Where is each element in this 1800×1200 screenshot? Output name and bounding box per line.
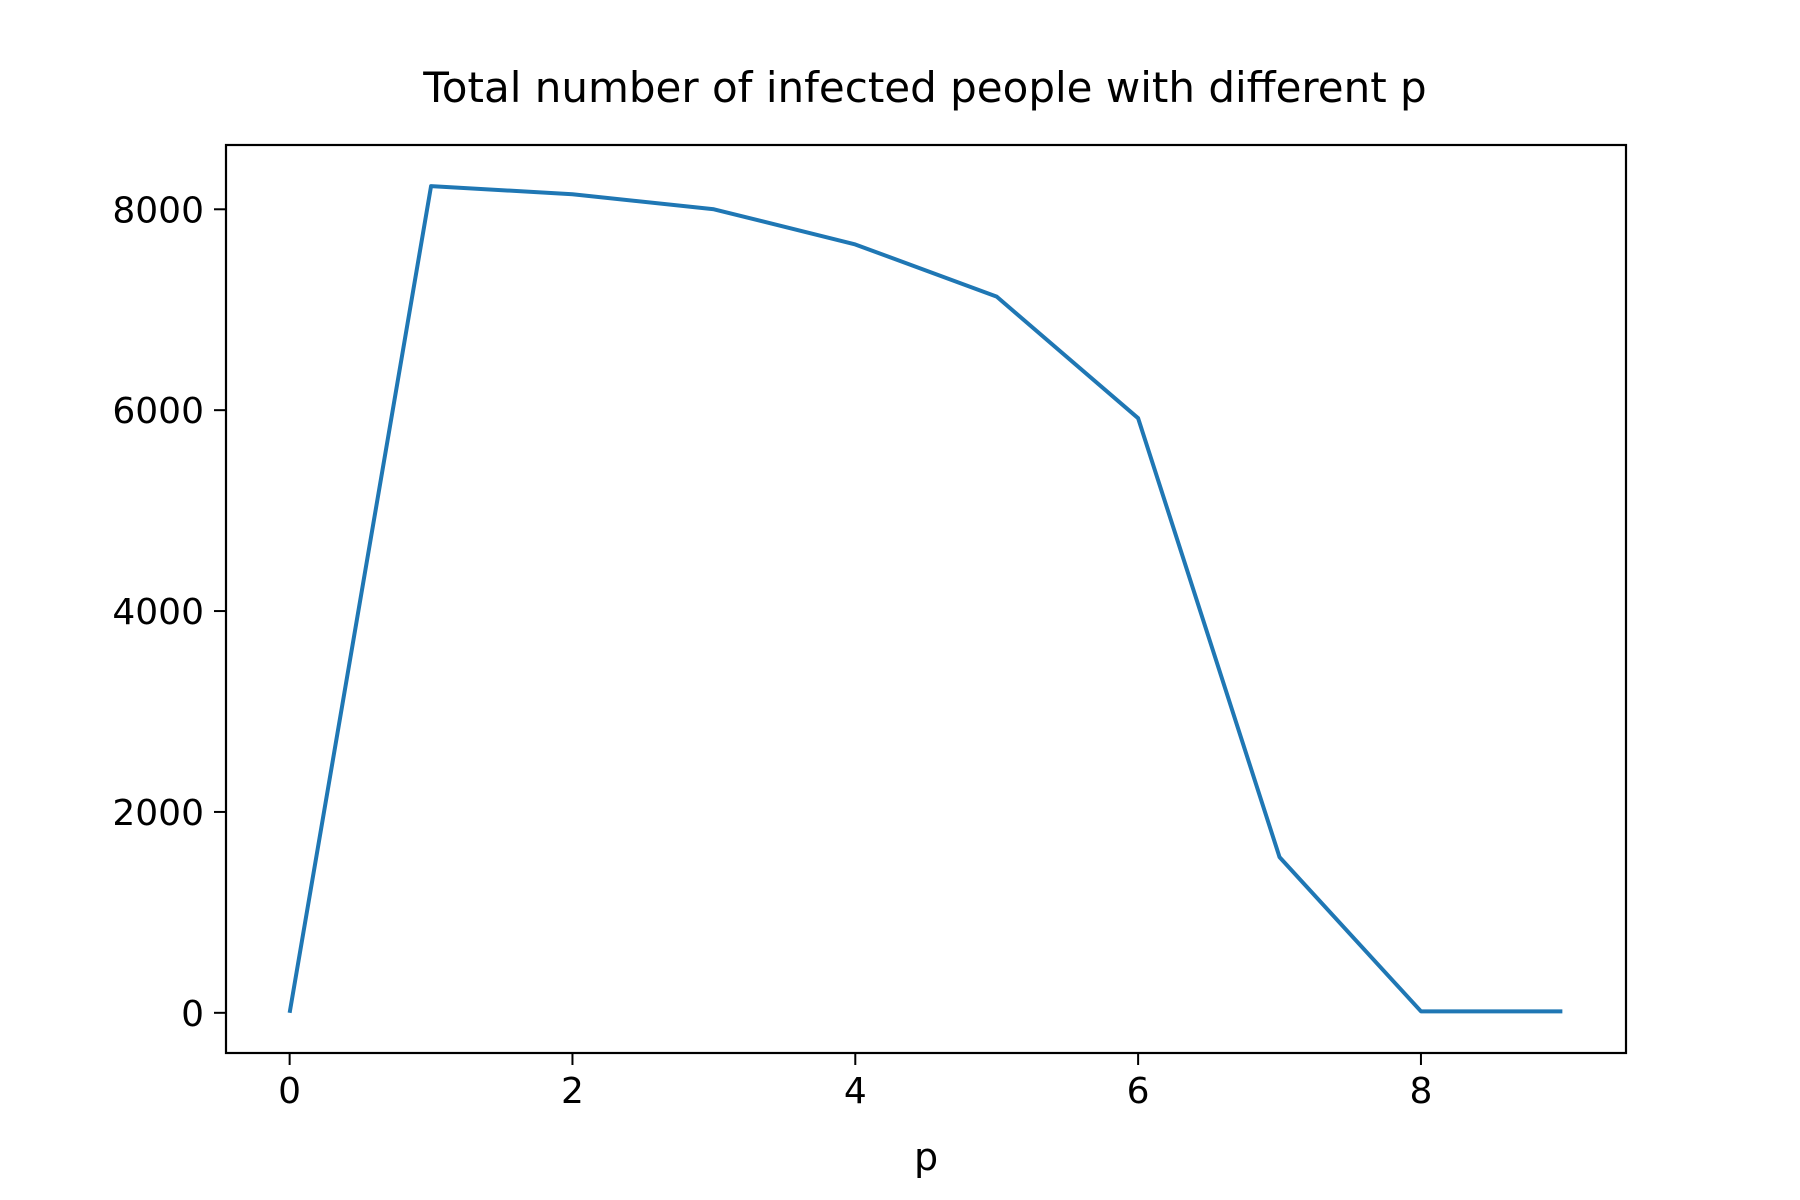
x-tick-label: 6: [1127, 1071, 1150, 1112]
plot-area: [287, 184, 1563, 1014]
plot-frame: [224, 143, 1628, 1055]
x-tick-label: 4: [844, 1071, 867, 1112]
y-tick-label: 2000: [112, 793, 204, 834]
y-axis: 0 2000 4000 6000 8000: [112, 190, 226, 1035]
chart-title: Total number of infected people with dif…: [422, 63, 1426, 112]
y-tick-label: 4000: [112, 592, 204, 633]
x-axis-label: p: [914, 1135, 938, 1179]
y-tick-label: 0: [181, 994, 204, 1035]
series-line-0: [287, 184, 1563, 1014]
y-tick-label: 8000: [112, 190, 204, 231]
x-tick-label: 0: [278, 1071, 301, 1112]
y-tick-label: 6000: [112, 391, 204, 432]
x-tick-label: 2: [561, 1071, 584, 1112]
x-tick-label: 8: [1409, 1071, 1432, 1112]
x-axis: 0 2 4 6 8: [278, 1053, 1432, 1112]
